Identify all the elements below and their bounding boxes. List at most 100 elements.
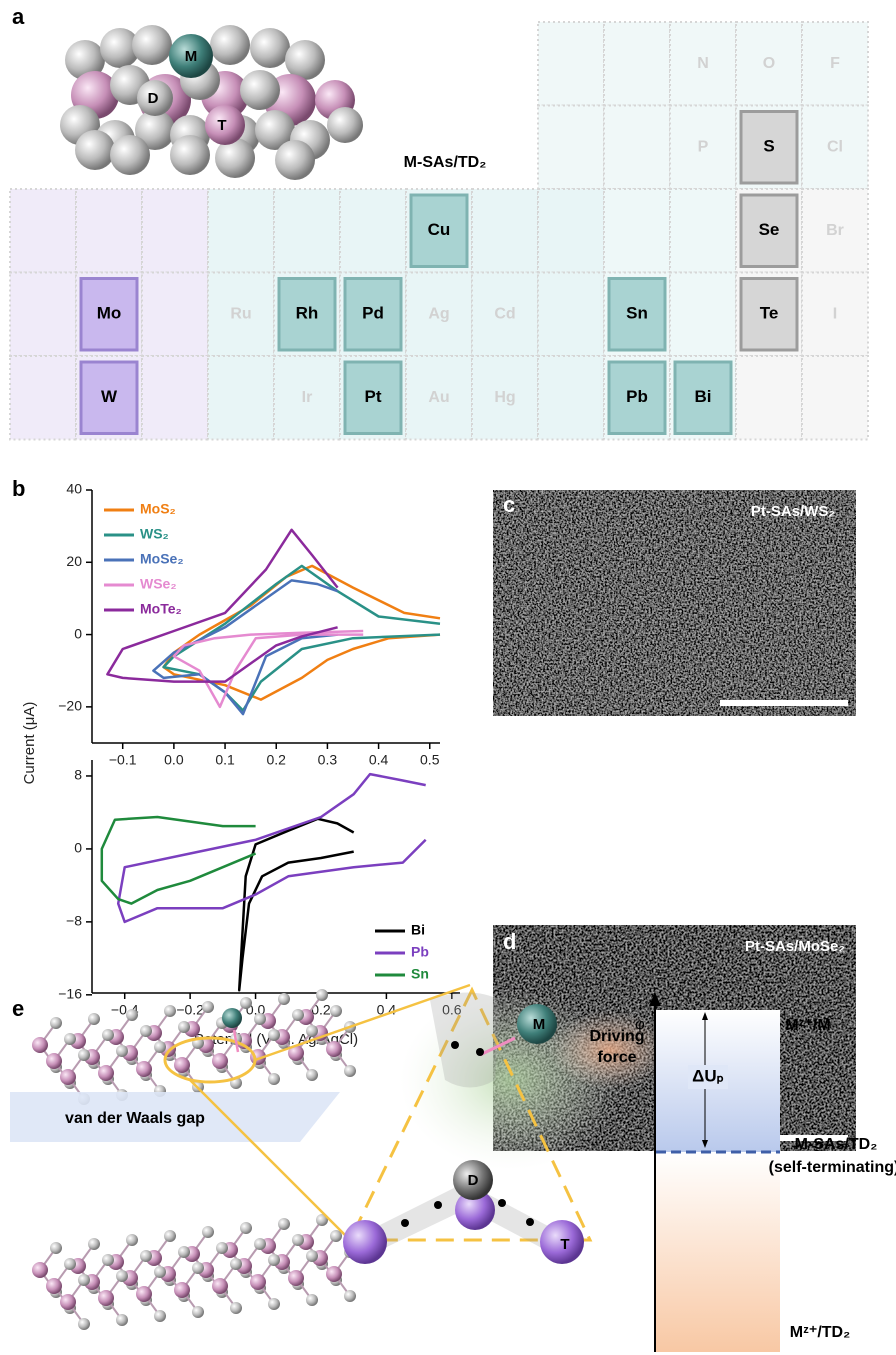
table-cell bbox=[538, 273, 604, 357]
atom bbox=[250, 28, 290, 68]
atom bbox=[140, 1025, 152, 1037]
y-tick-label: 0 bbox=[74, 840, 82, 856]
y-axis-label: Current (μA) bbox=[21, 702, 38, 785]
atom bbox=[136, 1061, 152, 1077]
atom bbox=[216, 1242, 228, 1254]
atom bbox=[240, 70, 280, 110]
atom bbox=[154, 1041, 166, 1053]
atom bbox=[140, 1250, 152, 1262]
atom bbox=[102, 1254, 114, 1266]
y-tick-label: −8 bbox=[66, 913, 82, 929]
table-label: M-SAs/TD₂ bbox=[404, 154, 487, 171]
atom bbox=[344, 1290, 356, 1302]
atom bbox=[32, 1037, 48, 1053]
atom bbox=[88, 1238, 100, 1250]
atom bbox=[46, 1053, 62, 1069]
atom bbox=[60, 1294, 76, 1310]
axis-label: φ bbox=[635, 1016, 645, 1033]
legend-label: MoSe₂ bbox=[140, 551, 184, 567]
atom bbox=[222, 1008, 242, 1028]
x-tick-label: 0.1 bbox=[215, 752, 235, 768]
force-label: force bbox=[597, 1049, 636, 1066]
level-label: Mᶻ⁺/TD₂ bbox=[790, 1324, 850, 1341]
table-cell bbox=[802, 356, 868, 440]
stem-image-texture bbox=[493, 490, 856, 716]
atom bbox=[78, 1049, 90, 1061]
atom bbox=[88, 1013, 100, 1025]
panel-label: c bbox=[503, 492, 515, 517]
level-label: M-SAs/TD₂ bbox=[795, 1136, 878, 1153]
atom bbox=[202, 1226, 214, 1238]
element-symbol: Mo bbox=[97, 304, 122, 323]
atom bbox=[306, 1069, 318, 1081]
atom bbox=[98, 1290, 114, 1306]
x-tick-label: 0.5 bbox=[420, 752, 440, 768]
x-tick-label: 0.4 bbox=[369, 752, 389, 768]
y-tick-label: −16 bbox=[58, 986, 82, 1002]
atom bbox=[64, 1258, 76, 1270]
table-cell bbox=[10, 273, 76, 357]
image-label: Pt-SAs/MoSe₂ bbox=[745, 938, 845, 955]
panel-label: b bbox=[12, 476, 25, 501]
table-cell bbox=[10, 189, 76, 273]
element-symbol: F bbox=[830, 55, 840, 72]
table-cell bbox=[142, 273, 208, 357]
level-label: (self-terminating) bbox=[769, 1159, 896, 1176]
table-cell bbox=[538, 106, 604, 190]
atom bbox=[98, 1065, 114, 1081]
table-cell bbox=[736, 356, 802, 440]
atom bbox=[192, 1306, 204, 1318]
energy-region bbox=[656, 1152, 780, 1352]
atom bbox=[178, 1246, 190, 1258]
atom-label: M bbox=[185, 48, 198, 65]
y-tick-label: 0 bbox=[74, 625, 82, 641]
table-cell bbox=[208, 356, 274, 440]
element-symbol: Br bbox=[826, 222, 844, 239]
legend-label: Sn bbox=[411, 966, 429, 982]
atom bbox=[240, 1222, 252, 1234]
atom bbox=[230, 1302, 242, 1314]
atom bbox=[132, 25, 172, 65]
atom bbox=[164, 1230, 176, 1242]
element-symbol: Ru bbox=[230, 305, 251, 322]
atom bbox=[116, 1314, 128, 1326]
atom bbox=[154, 1266, 166, 1278]
gap-label: van der Waals gap bbox=[65, 1110, 205, 1127]
atom bbox=[254, 1238, 266, 1250]
atom bbox=[268, 1029, 280, 1041]
table-cell bbox=[538, 356, 604, 440]
atom bbox=[116, 1045, 128, 1057]
cv-curve bbox=[118, 774, 426, 922]
atom bbox=[212, 1053, 228, 1069]
table-cell bbox=[274, 189, 340, 273]
figure: a b e NOFPSClCuSeBrMoRuRhPdAgCdSnTeIWIrP… bbox=[0, 0, 896, 1355]
element-symbol: Ir bbox=[302, 389, 313, 406]
element-symbol: Hg bbox=[494, 389, 515, 406]
atom bbox=[154, 1310, 166, 1322]
element-symbol: Cl bbox=[827, 138, 843, 155]
table-cell bbox=[604, 189, 670, 273]
atom bbox=[230, 1258, 242, 1270]
atom bbox=[250, 1274, 266, 1290]
atom bbox=[78, 1318, 90, 1330]
atom bbox=[110, 135, 150, 175]
table-cell bbox=[10, 356, 76, 440]
atom bbox=[174, 1057, 190, 1073]
atom bbox=[60, 1069, 76, 1085]
atom bbox=[136, 1286, 152, 1302]
table-cell bbox=[604, 22, 670, 106]
element-symbol: Rh bbox=[296, 304, 319, 323]
x-tick-label: −0.2 bbox=[176, 1002, 204, 1018]
atom bbox=[306, 1025, 318, 1037]
element-symbol: I bbox=[833, 305, 837, 322]
atom bbox=[344, 1065, 356, 1077]
atom bbox=[78, 1274, 90, 1286]
element-symbol: Pb bbox=[626, 387, 648, 406]
element-symbol: Te bbox=[760, 304, 779, 323]
cv-curve bbox=[239, 819, 354, 991]
element-symbol: Ag bbox=[428, 305, 449, 322]
y-tick-label: 40 bbox=[66, 481, 82, 497]
element-symbol: Pt bbox=[365, 387, 382, 406]
table-cell bbox=[538, 22, 604, 106]
